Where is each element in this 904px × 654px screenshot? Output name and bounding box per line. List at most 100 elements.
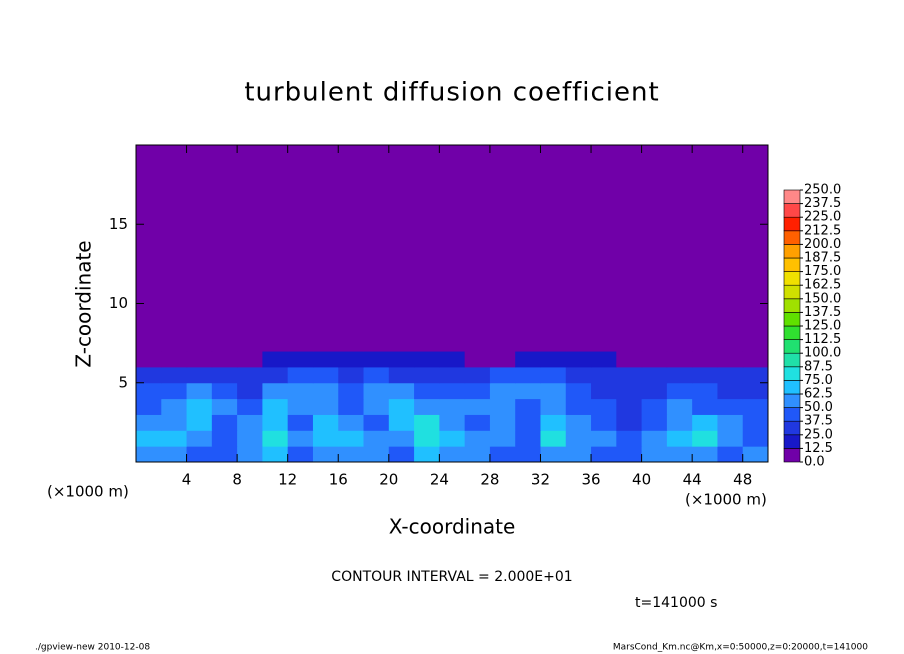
- colorbar-label: 62.5: [804, 387, 833, 402]
- cell: [388, 446, 415, 463]
- cell: [717, 382, 744, 400]
- cell: [464, 145, 491, 352]
- cell: [338, 382, 365, 400]
- cell: [717, 414, 744, 431]
- cell: [161, 366, 188, 384]
- cell: [186, 366, 213, 384]
- cell: [388, 351, 415, 368]
- cell: [515, 145, 541, 352]
- cell: [161, 446, 188, 463]
- cell: [136, 446, 162, 463]
- cell: [136, 430, 162, 447]
- y-tick-label: 15: [109, 215, 128, 233]
- cell: [287, 366, 314, 384]
- cell: [489, 366, 516, 384]
- cell: [439, 145, 466, 352]
- cell: [515, 446, 541, 463]
- colorbar-swatch: [783, 407, 801, 422]
- cell: [287, 398, 314, 415]
- cell: [565, 398, 592, 415]
- cell: [287, 430, 314, 447]
- cell: [388, 382, 415, 400]
- x-tick-label: 8: [232, 471, 242, 489]
- x-tick-label: 12: [278, 471, 297, 489]
- cell: [742, 366, 769, 384]
- cell: [591, 366, 617, 384]
- x-tick-label: 44: [683, 471, 702, 489]
- cell: [211, 382, 238, 400]
- cell: [363, 382, 390, 400]
- colorbar-swatch: [783, 244, 801, 259]
- cell: [211, 366, 238, 384]
- cell: [742, 398, 769, 415]
- colorbar-swatch: [783, 366, 801, 381]
- cell: [161, 145, 188, 352]
- cell: [540, 366, 567, 384]
- cell: [591, 398, 617, 415]
- cell: [338, 351, 365, 368]
- x-tick-label: 4: [182, 471, 192, 489]
- cell: [363, 414, 390, 431]
- cell: [692, 430, 718, 447]
- cell: [414, 382, 440, 400]
- cell: [692, 145, 718, 352]
- colorbar-swatch: [783, 298, 801, 313]
- cell: [616, 398, 643, 415]
- colorbar-swatch: [783, 216, 801, 232]
- cell: [136, 351, 162, 368]
- cell: [565, 351, 592, 368]
- cell: [338, 145, 365, 352]
- cell: [211, 145, 238, 352]
- cell: [591, 382, 617, 400]
- y-axis-label: Z-coordinate: [72, 240, 96, 367]
- cell: [262, 382, 289, 400]
- cell: [186, 351, 213, 368]
- colorbar-swatch: [783, 325, 801, 340]
- cell: [515, 414, 541, 431]
- cell: [591, 414, 617, 431]
- colorbar-swatch: [783, 448, 801, 463]
- cell: [312, 414, 339, 431]
- cell: [742, 351, 769, 368]
- cell: [237, 398, 263, 415]
- cell: [666, 446, 693, 463]
- cell: [489, 351, 516, 368]
- colorbar-label: 225.0: [804, 210, 841, 225]
- colorbar-label: 100.0: [804, 346, 841, 361]
- cell: [136, 145, 162, 352]
- cell: [439, 446, 466, 463]
- cell: [363, 430, 390, 447]
- cell: [591, 145, 617, 352]
- cell: [262, 145, 289, 352]
- colorbar-swatch: [783, 380, 801, 395]
- x-tick-label: 16: [329, 471, 348, 489]
- contour-note: CONTOUR INTERVAL = 2.000E+01: [331, 569, 572, 585]
- cell: [287, 382, 314, 400]
- cell: [489, 446, 516, 463]
- y-tick-label: 10: [109, 294, 128, 312]
- cell: [565, 430, 592, 447]
- cell: [515, 430, 541, 447]
- cell: [515, 382, 541, 400]
- colorbar-swatch: [783, 271, 801, 286]
- cell: [742, 414, 769, 431]
- cell: [616, 446, 643, 463]
- cell: [565, 446, 592, 463]
- colorbar-label: 250.0: [804, 183, 841, 198]
- cell: [692, 398, 718, 415]
- cell: [211, 430, 238, 447]
- cell: [742, 430, 769, 447]
- x-tick-label: 32: [531, 471, 550, 489]
- colorbar-swatch: [783, 312, 801, 327]
- x-axis-label: X-coordinate: [389, 515, 516, 539]
- colorbar-label: 75.0: [804, 373, 833, 388]
- cell: [388, 366, 415, 384]
- cell: [136, 366, 162, 384]
- x-tick-label: 40: [632, 471, 651, 489]
- cell: [489, 145, 516, 352]
- cell: [414, 446, 440, 463]
- cell: [414, 145, 440, 352]
- cell: [414, 351, 440, 368]
- colorbar-label: 187.5: [804, 251, 841, 266]
